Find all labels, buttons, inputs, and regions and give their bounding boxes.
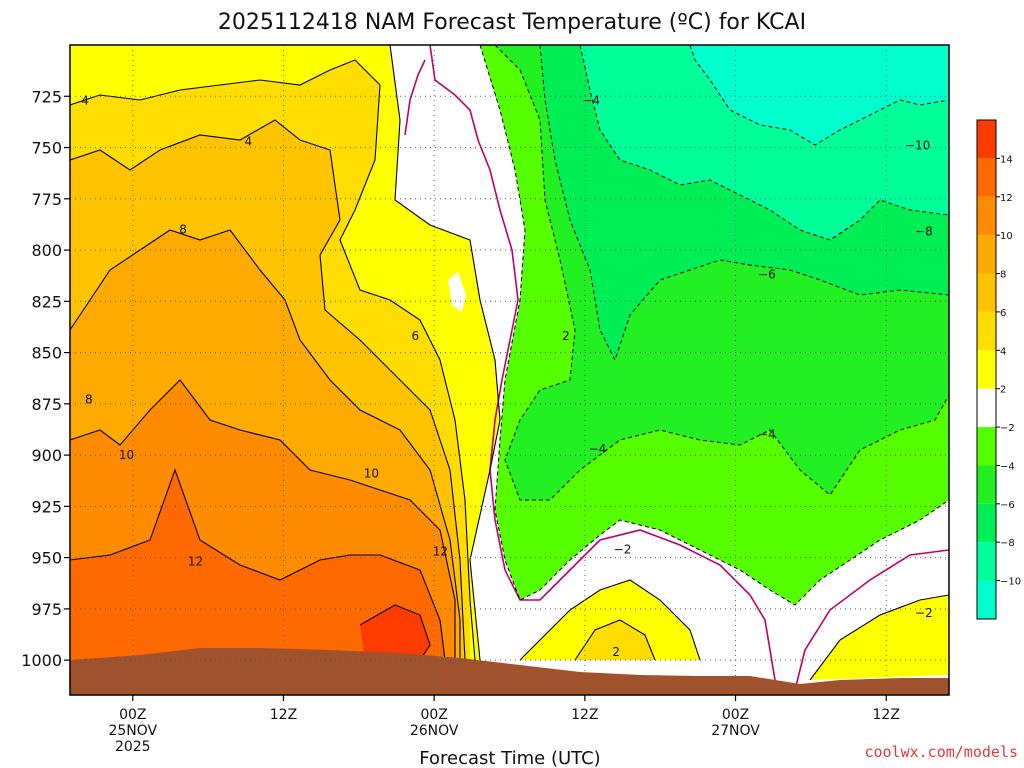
y-tick-label: 825: [31, 292, 62, 311]
x-tick-label: 25NOV: [108, 723, 157, 739]
y-tick-label: 925: [31, 497, 62, 516]
contour-label: 2: [562, 329, 570, 343]
y-tick-label: 1000: [21, 651, 62, 670]
y-tick-label: 975: [31, 600, 62, 619]
contour-label: −4: [589, 442, 607, 456]
y-tick-label: 950: [31, 549, 62, 568]
contour-label: 12: [188, 555, 203, 569]
y-tick-label: 725: [31, 87, 62, 106]
contour-label: −2: [614, 542, 632, 556]
colorbar-label: 14: [1000, 154, 1013, 165]
colorbar-label: 12: [1000, 193, 1013, 204]
colorbar-bin: [977, 388, 996, 428]
plot-area: 4 4 8 6 8 10 10 12 12 2 −4 −4 −4 −2 2 −6 −8 −10 −2: [70, 45, 949, 695]
colorbar-bin: [977, 196, 996, 236]
cold-contour-lines: [479, 45, 949, 606]
colorbar-bin: [977, 350, 996, 389]
contour-label: 4: [81, 93, 89, 107]
isotherm-0c-east: [794, 549, 949, 691]
colorbar-bin: [977, 158, 996, 197]
x-tick-label: 26NOV: [410, 723, 459, 739]
colorbar-bin: [977, 427, 996, 466]
colorbar-label: 8: [1000, 270, 1006, 281]
contour-label: 12: [433, 544, 448, 558]
watermark: coolwx.com/models: [864, 743, 1018, 761]
y-tick-label: 900: [31, 446, 62, 465]
region-14-to-16: [360, 605, 430, 660]
colorbar-bin: [977, 120, 996, 159]
contour-label: −2: [915, 606, 933, 620]
colorbar: 14 12 10 8 6 4 2 −2 −4 −6 −8 −10: [976, 119, 1021, 620]
contour-label: −4: [758, 428, 776, 442]
contour-label: 8: [179, 223, 187, 237]
colorbar-bin: [977, 503, 996, 543]
colorbar-label: 10: [1000, 231, 1013, 242]
chart-title: 2025112418 NAM Forecast Temperature (ºC)…: [218, 10, 806, 35]
x-tick-label: 12Z: [571, 707, 598, 723]
region-surface-warm-1: [520, 580, 700, 660]
x-tick-label: 00Z: [722, 707, 749, 723]
ground: [70, 648, 949, 695]
colorbar-label: 4: [1000, 346, 1006, 357]
contour-label: −6: [758, 268, 776, 282]
contour-label: 10: [119, 448, 134, 462]
y-axis: 725 750 775 800 825 850 875 900 925 950 975 1000: [21, 87, 70, 670]
colorbar-bin: [977, 465, 996, 504]
colorbar-label: −2: [1000, 423, 1015, 434]
colorbar-label: 2: [1000, 385, 1006, 396]
colorbar-bin: [977, 542, 996, 581]
contour-label: −10: [905, 138, 930, 152]
grid-lines: [70, 45, 949, 695]
contour-label: 2: [612, 645, 620, 659]
x-tick-label: 12Z: [873, 707, 900, 723]
colorbar-bin: [977, 273, 996, 312]
colorbar-label: 6: [1000, 308, 1006, 319]
y-tick-label: 800: [31, 241, 62, 260]
y-tick-label: 875: [31, 395, 62, 414]
colorbar-bin: [977, 580, 996, 619]
y-tick-label: 775: [31, 190, 62, 209]
colorbar-label: −6: [1000, 500, 1015, 511]
y-tick-label: 750: [31, 139, 62, 158]
colorbar-label: −4: [1000, 461, 1015, 472]
x-tick-label: 12Z: [270, 707, 297, 723]
contour-label: 10: [364, 467, 379, 481]
x-tick-label: 27NOV: [711, 723, 760, 739]
x-tick-label: 00Z: [119, 707, 146, 723]
colorbar-frame: [976, 119, 997, 620]
x-tick-label: 00Z: [420, 707, 447, 723]
warm-contour-lines: [70, 45, 949, 681]
plot-frame: [69, 44, 950, 696]
colorbar-bin: [977, 311, 996, 351]
contour-label: −8: [915, 225, 933, 239]
region-white-pocket: [448, 272, 466, 312]
x-tick-label: 2025: [115, 739, 151, 755]
contour-label: 8: [85, 393, 93, 407]
colorbar-label: −10: [1000, 577, 1021, 588]
x-axis-label: Forecast Time (UTC): [419, 748, 600, 768]
region-12-to-14: [70, 470, 445, 660]
contour-label: −4: [582, 93, 600, 107]
contour-labels: 4 4 8 6 8 10 10 12 12 2 −4 −4 −4 −2 2 −6 −8 −10 −2: [81, 93, 932, 659]
region-surface-warm-2: [810, 595, 949, 680]
colorbar-bin: [977, 235, 996, 274]
colorbar-label: −8: [1000, 538, 1015, 549]
contour-label: 6: [412, 329, 420, 343]
contour-label: 4: [244, 134, 252, 148]
y-tick-label: 850: [31, 344, 62, 363]
isotherm-0c-loop: [404, 59, 426, 136]
region-minus10-to-minus12: [690, 45, 949, 145]
